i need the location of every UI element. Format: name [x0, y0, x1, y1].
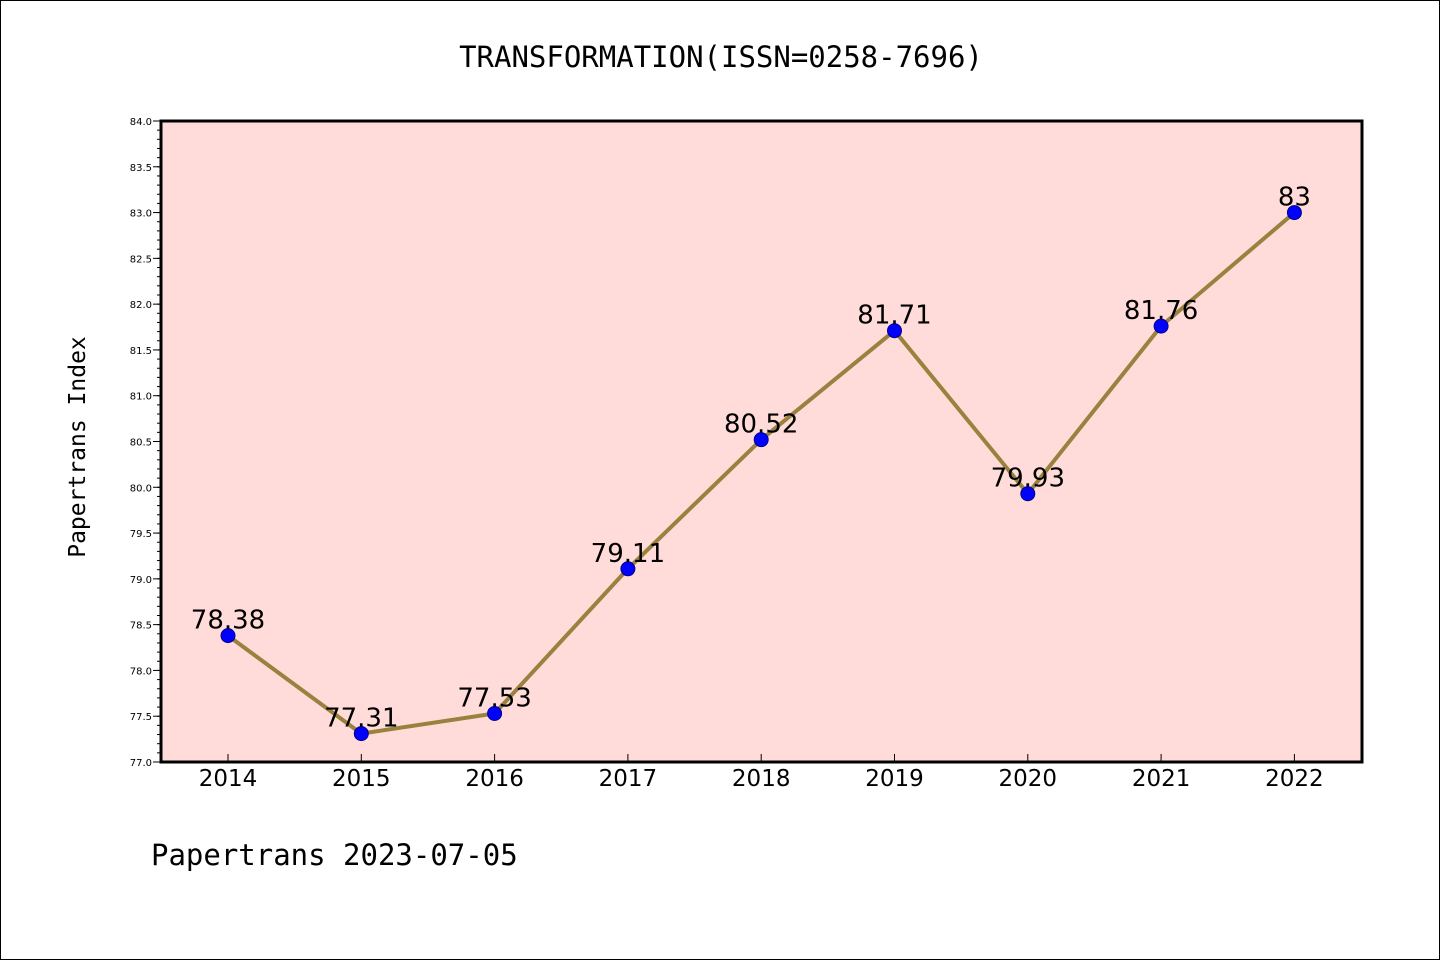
x-tick-label: 2017 — [599, 766, 658, 792]
data-label: 77.31 — [324, 704, 398, 734]
data-label: 81.76 — [1124, 296, 1198, 326]
x-tick-label: 2014 — [199, 766, 258, 792]
y-tick-label: 78.5 — [130, 621, 152, 632]
data-point — [487, 705, 503, 721]
y-tick-label: 84.0 — [130, 117, 152, 128]
y-tick-label: 81.0 — [130, 392, 152, 403]
x-tick-label: 2019 — [865, 766, 924, 792]
y-tick-label: 83.5 — [130, 163, 152, 174]
data-point — [1153, 318, 1169, 334]
data-label: 81.71 — [857, 301, 931, 331]
data-point — [220, 628, 236, 644]
y-axis-label: Papertrans Index — [65, 336, 91, 558]
data-label: 79.93 — [991, 464, 1065, 494]
data-series: 78.38 77.31 77.53 79.11 80.52 81.71 79.93 81.76… — [191, 183, 1311, 742]
x-tick-label: 2018 — [732, 766, 791, 792]
data-point — [1286, 205, 1302, 221]
data-point — [620, 561, 636, 577]
x-tick-label: 2022 — [1265, 766, 1324, 792]
y-tick-label: 81.5 — [130, 346, 152, 357]
y-tick-label: 80.5 — [130, 438, 152, 449]
data-point — [1020, 486, 1036, 502]
data-label: 80.52 — [724, 410, 798, 440]
data-label: 77.53 — [457, 683, 531, 713]
data-point — [887, 323, 902, 339]
data-point — [353, 726, 369, 742]
data-label: 83 — [1278, 183, 1311, 213]
y-tick-label: 80.0 — [130, 483, 152, 494]
data-point — [753, 432, 769, 448]
y-tick-label: 82.5 — [130, 254, 152, 265]
data-label: 78.38 — [191, 606, 265, 636]
y-tick-label: 82.0 — [130, 300, 152, 311]
footer-caption: Papertrans 2023-07-05 — [151, 838, 518, 872]
y-tick-label: 77.5 — [130, 712, 152, 723]
x-axis: 2014 2015 2016 2017 2018 2019 2020 2021 2022 — [199, 754, 1324, 792]
x-tick-label: 2020 — [999, 766, 1058, 792]
y-tick-label: 77.0 — [130, 758, 152, 769]
y-tick-label: 79.5 — [130, 529, 152, 540]
data-label: 79.11 — [591, 539, 665, 569]
chart-title: TRANSFORMATION(ISSN=0258-7696) — [459, 40, 983, 74]
y-axis: 77.0 77.5 78.0 78.5 79.0 79.5 80.0 80.5 81.0 81.5… — [130, 117, 161, 769]
x-tick-label: 2016 — [465, 766, 524, 792]
y-tick-label: 83.0 — [130, 209, 152, 220]
y-tick-label: 79.0 — [130, 575, 152, 586]
x-tick-label: 2015 — [332, 766, 391, 792]
x-tick-label: 2021 — [1132, 766, 1191, 792]
y-tick-label: 78.0 — [130, 666, 152, 677]
